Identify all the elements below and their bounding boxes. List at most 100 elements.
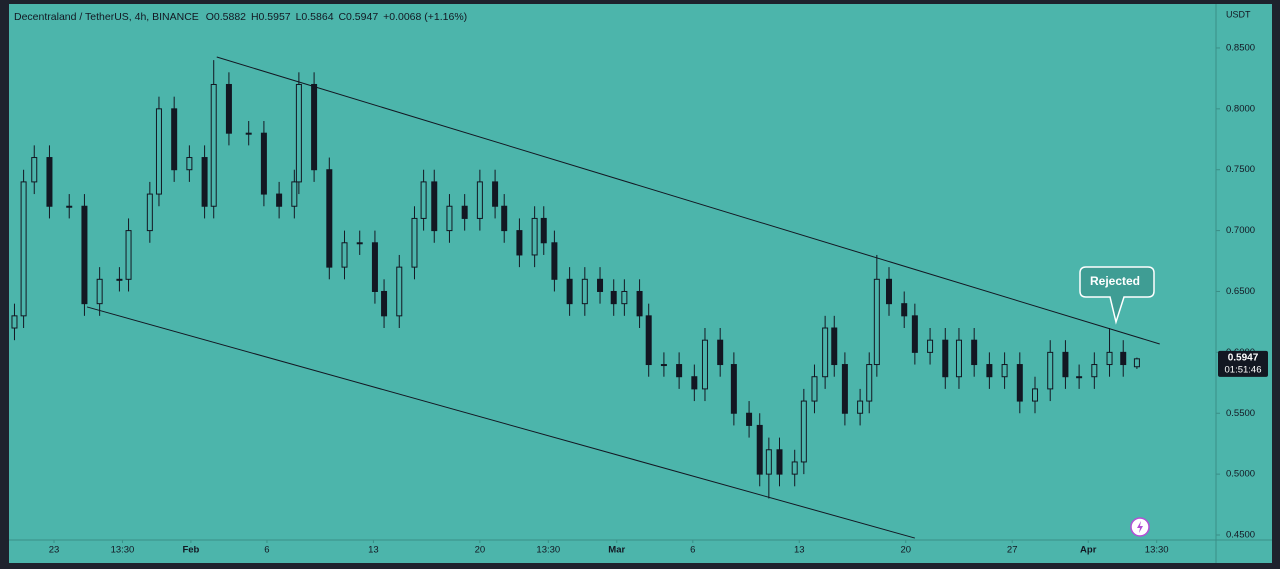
candle-body (186, 157, 193, 171)
candle-body (492, 181, 499, 207)
plot (11, 56, 1160, 539)
candle-body (125, 230, 132, 280)
x-tick-label: Mar (608, 545, 625, 556)
candle-body (81, 205, 88, 305)
candle-body (660, 364, 667, 367)
y-tick-label: 0.7000 (1226, 225, 1255, 236)
candle-body (531, 217, 538, 256)
ohlc-open: O0.5882 (206, 11, 246, 23)
candle-body (841, 364, 848, 414)
candle-body (96, 278, 103, 305)
x-tick-label: 13:30 (111, 545, 135, 556)
candle-body (986, 364, 993, 378)
candle-body (942, 339, 949, 378)
candle-body (1062, 351, 1069, 378)
countdown: 01:51:46 (1225, 364, 1262, 375)
candle-body (46, 157, 53, 207)
candle-body (1032, 388, 1039, 402)
candle-body (811, 376, 818, 402)
ohlc-low: L0.5864 (296, 11, 334, 23)
candle-body (540, 217, 547, 244)
annotation-callout: Rejected (1079, 266, 1155, 325)
x-tick-label: Apr (1080, 545, 1097, 556)
candle-body (501, 205, 508, 232)
candle-body (276, 193, 283, 207)
symbol: Decentraland / TetherUS, 4h, BINANCE (14, 11, 199, 23)
trendline (86, 306, 915, 539)
x-tick-label: 20 (475, 545, 486, 556)
trendline (216, 56, 1160, 345)
candle-body (66, 205, 73, 208)
candle-body (691, 376, 698, 390)
last-price-label: 0.5947 (1228, 352, 1259, 363)
candle-body (1076, 376, 1083, 379)
candle-body (446, 205, 453, 232)
candle-body (822, 327, 829, 378)
candle-body (210, 83, 217, 207)
candle-body (730, 364, 737, 414)
candle-body (831, 327, 838, 366)
candle-body (791, 461, 798, 475)
annotation-text: Rejected (1090, 274, 1140, 288)
candle-body (326, 169, 333, 268)
candle-body (866, 364, 873, 402)
x-tick-label: 20 (900, 545, 911, 556)
candle-body (146, 193, 153, 232)
alert-icon[interactable] (1130, 517, 1150, 537)
candle-body (116, 278, 123, 281)
candle-body (971, 339, 978, 366)
candle-body (551, 242, 558, 280)
candle-body (717, 339, 724, 366)
candle-body (171, 108, 178, 171)
candle-body (581, 278, 588, 305)
candle-body (420, 181, 427, 219)
candle-body (901, 303, 908, 317)
last-price-box (1218, 350, 1268, 377)
candle-body (873, 278, 880, 366)
candle-body (295, 83, 302, 183)
x-tick-label: 13:30 (536, 545, 560, 556)
y-tick-label: 0.4500 (1226, 530, 1255, 541)
x-tick-label: 13 (794, 545, 805, 556)
candle-body (1091, 364, 1098, 378)
candle-body (1120, 351, 1127, 366)
chart-background (9, 4, 1272, 563)
y-tick-label: 0.7500 (1226, 164, 1255, 175)
candle-body (776, 449, 783, 475)
candle-body (636, 290, 643, 317)
ohlc-change: +0.0068 (+1.16%) (383, 11, 467, 23)
ohlc-close: C0.5947 (338, 11, 378, 23)
price-axis-unit: USDT (1226, 9, 1251, 19)
y-tick-label: 0.8500 (1226, 42, 1255, 53)
y-tick-label: 0.5000 (1226, 469, 1255, 480)
y-tick-label: 0.5500 (1226, 408, 1255, 419)
candle-body (381, 290, 388, 317)
x-tick-label: 6 (690, 545, 695, 556)
x-tick-label: 13 (368, 545, 379, 556)
candle-body (225, 83, 232, 134)
candle-body (155, 108, 162, 195)
candle-body (461, 205, 468, 219)
x-tick-label: 27 (1007, 545, 1018, 556)
candle-body (1016, 364, 1023, 402)
y-tick-label: 0.8000 (1226, 103, 1255, 114)
candle-body (886, 278, 893, 305)
candle-body (311, 83, 318, 171)
candle-body (676, 364, 683, 378)
candle-body (566, 278, 573, 305)
candle-body (1133, 358, 1140, 368)
header: Decentraland / TetherUS, 4h, BINANCE O0.… (14, 11, 467, 23)
candle-body (857, 400, 864, 414)
candle-body (746, 412, 753, 426)
candle-body (645, 315, 652, 366)
candle-body (621, 290, 628, 305)
candle-body (1106, 351, 1113, 366)
candle-body (371, 242, 378, 292)
candle-body (291, 181, 298, 207)
candle-body (396, 266, 403, 317)
candle-body (765, 449, 772, 475)
candle-body (701, 339, 708, 390)
candle-body (245, 132, 252, 135)
callout-box (1079, 266, 1155, 325)
